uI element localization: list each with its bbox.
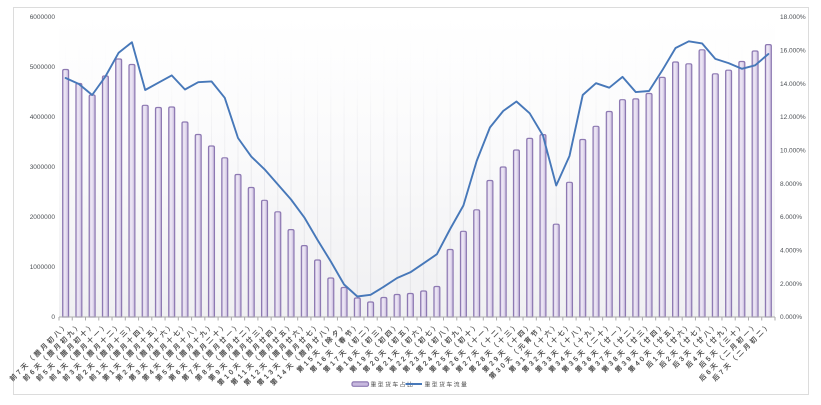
svg-text:6.000%: 6.000% [780, 214, 802, 221]
svg-text:2.000%: 2.000% [780, 281, 802, 288]
svg-text:0: 0 [51, 314, 55, 321]
svg-text:18.000%: 18.000% [780, 14, 806, 21]
svg-text:2000000: 2000000 [30, 214, 56, 221]
svg-text:6000000: 6000000 [30, 14, 56, 21]
svg-text:0.000%: 0.000% [780, 314, 802, 321]
svg-text:12.000%: 12.000% [780, 114, 806, 121]
svg-text:3000000: 3000000 [30, 164, 56, 171]
svg-text:1000000: 1000000 [30, 264, 56, 271]
svg-text:10.000%: 10.000% [780, 148, 806, 155]
svg-text:4000000: 4000000 [30, 114, 56, 121]
svg-text:8.000%: 8.000% [780, 181, 802, 188]
svg-text:5000000: 5000000 [30, 64, 56, 71]
svg-text:重型货车流量: 重型货车流量 [425, 381, 469, 389]
svg-text:14.000%: 14.000% [780, 81, 806, 88]
svg-text:16.000%: 16.000% [780, 48, 806, 55]
svg-text:重型货车占比: 重型货车占比 [371, 381, 415, 389]
svg-text:4.000%: 4.000% [780, 248, 802, 255]
